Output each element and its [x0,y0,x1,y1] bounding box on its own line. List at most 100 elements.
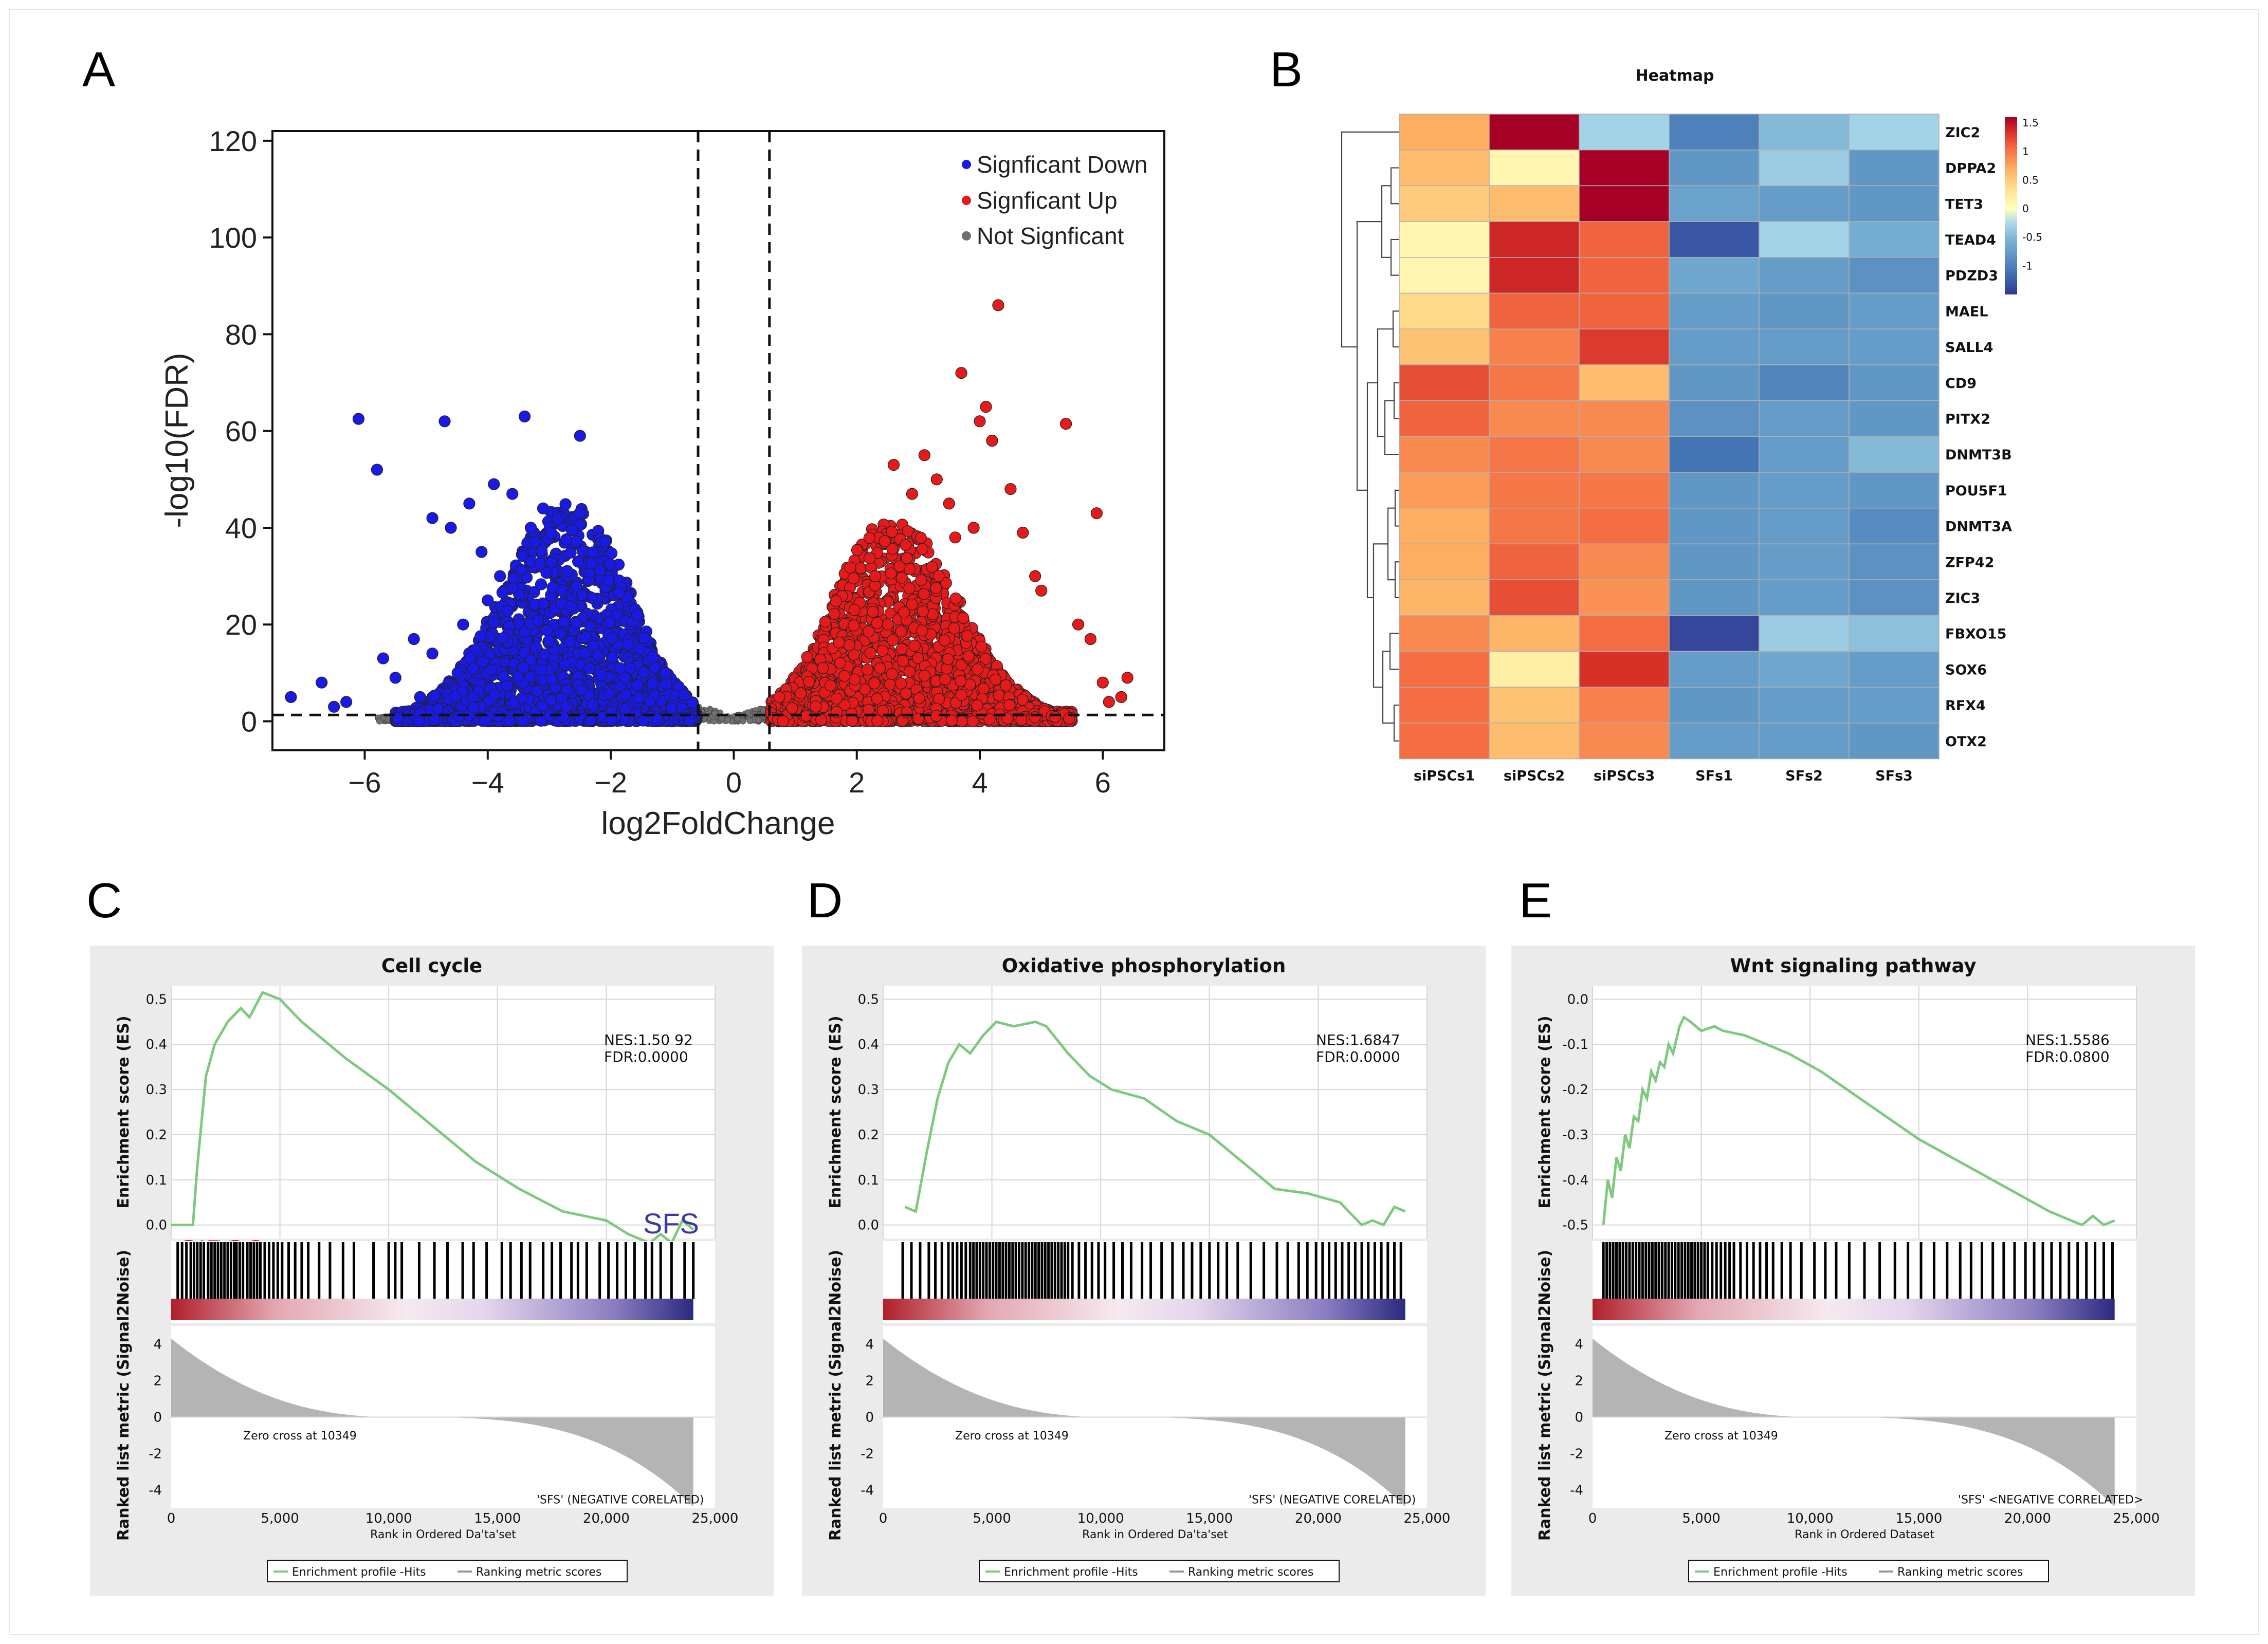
panel-letter-b: B [1270,42,1303,97]
volcano-frame [271,130,1165,751]
panel-letter-a: A [82,42,115,97]
point-down [546,581,559,594]
point-down [328,700,340,713]
point-down [524,522,537,534]
panel-letter-c: C [86,873,122,928]
point-down [613,586,625,599]
point-down [545,557,558,569]
point-down [638,666,650,678]
point-down [467,701,480,714]
point-down [532,615,544,627]
point-down [602,574,615,587]
point-down [492,710,505,723]
point-down [463,497,475,510]
point-down [665,703,678,715]
point-down [564,600,577,613]
point-down [482,594,494,606]
point-down [572,556,584,568]
point-down [501,605,514,617]
point-up [876,644,889,657]
point-down [408,633,420,645]
point-down [426,648,438,660]
point-down [546,673,558,686]
point-down [564,636,576,648]
point-down [637,714,650,727]
point-down [638,632,650,644]
point-down [566,524,578,537]
point-down [352,413,365,425]
point-down [414,691,426,704]
point-down [535,664,547,676]
point-down [603,616,616,629]
point-down [559,498,572,510]
point-down [531,685,543,697]
point-down [607,651,619,663]
point-down [377,652,390,664]
point-down [561,565,574,577]
point-not-significant [746,717,754,724]
point-up [801,651,813,663]
point-down [604,558,617,571]
point-down [451,667,464,679]
point-down [619,689,632,701]
point-down [517,661,529,674]
point-down [497,632,509,644]
point-down [552,513,564,525]
point-down [496,586,509,599]
point-down [679,689,691,701]
point-down [535,578,547,590]
point-down [488,478,500,490]
point-down [583,662,596,675]
point-down [389,672,401,684]
point-down [592,649,604,661]
point-up [819,616,832,628]
point-down [606,632,618,644]
point-down [633,692,645,704]
point-down [660,678,672,690]
point-down [506,488,519,500]
point-down [285,691,297,704]
point-down [570,617,582,630]
point-down [528,598,541,611]
point-down [647,651,659,663]
point-down [574,430,586,442]
point-down [543,635,555,647]
point-down [449,690,462,703]
point-down [558,616,570,628]
point-down [587,546,599,559]
point-down [438,415,451,428]
point-down [507,696,520,709]
point-up [854,562,867,575]
point-down [517,715,529,727]
point-down [575,684,588,696]
panel-letter-d: D [807,873,843,928]
point-down [506,582,519,595]
point-down [340,696,353,708]
point-down [579,647,592,659]
point-down [545,527,558,539]
point-down [587,698,599,711]
point-down [445,522,457,534]
point-down [536,544,548,557]
point-down [467,662,480,675]
point-not-significant [755,716,762,724]
point-down [559,659,571,671]
point-down [518,410,531,423]
point-down [431,703,444,715]
point-down [560,700,573,713]
point-down [426,512,438,524]
point-down [576,589,588,601]
point-not-significant [376,718,383,725]
point-down [474,630,487,642]
panel-letter-e: E [1519,873,1552,928]
point-down [649,661,661,673]
point-down [564,546,577,559]
point-down [475,546,488,558]
point-down [644,695,656,708]
point-down [573,507,586,520]
point-down [684,714,696,727]
point-down [477,655,489,668]
point-down [556,710,569,723]
